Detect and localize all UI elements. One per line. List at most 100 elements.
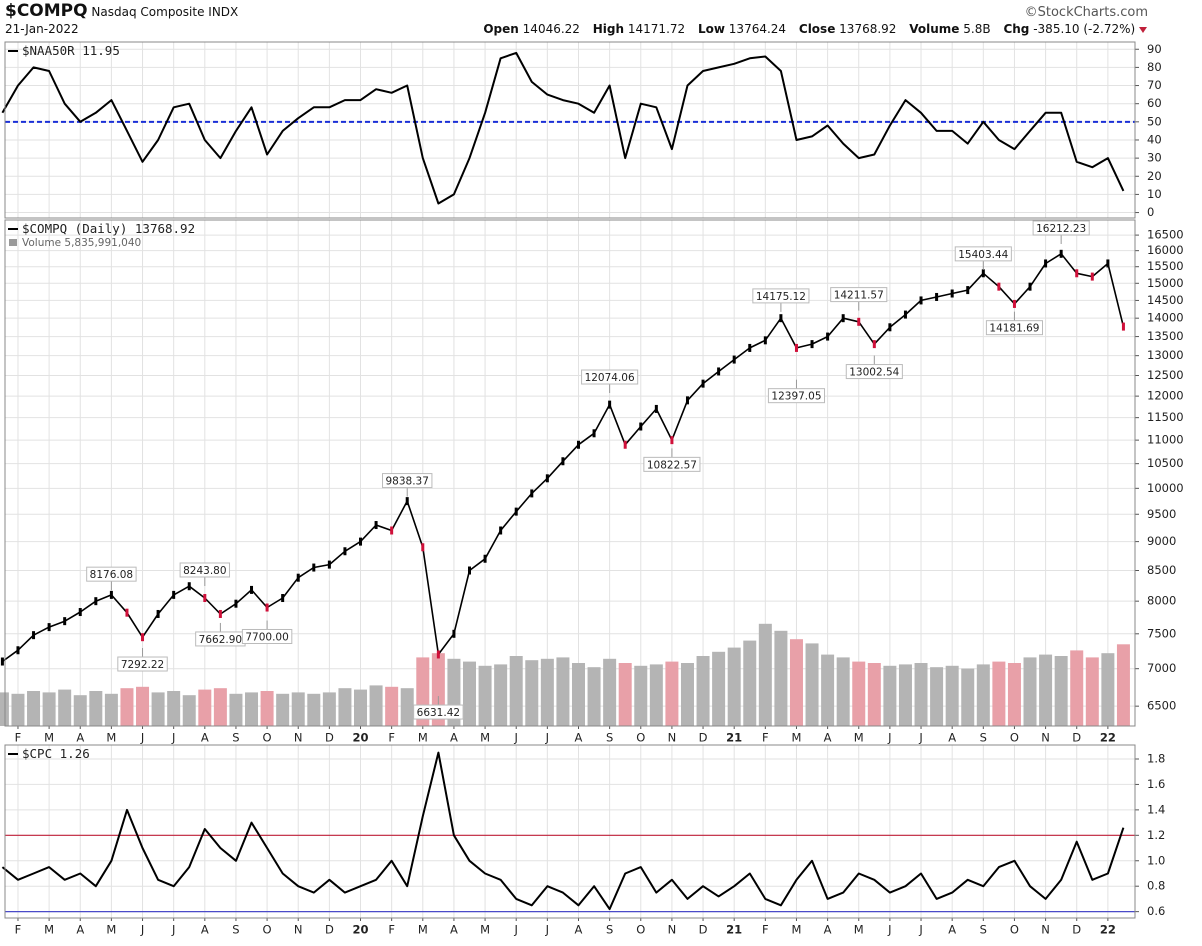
- price-marker: [623, 440, 627, 449]
- x-tick-label: D: [1072, 923, 1081, 937]
- x-tick-label: 22: [1100, 731, 1116, 745]
- price-marker: [156, 609, 160, 618]
- panel-last-value: 11.95: [82, 43, 120, 58]
- annotation-label: 14175.12: [756, 291, 806, 303]
- volume-bar: [338, 688, 352, 726]
- volume-bar: [291, 692, 305, 726]
- x-tick-label: D: [699, 731, 708, 745]
- volume-bar: [198, 689, 212, 726]
- x-tick-label: 20: [353, 731, 369, 745]
- y-tick-label: 1.4: [1147, 802, 1165, 816]
- volume-bar: [805, 643, 819, 726]
- volume-bar: [556, 657, 570, 726]
- x-tick-label: N: [294, 731, 303, 745]
- stat-value: 14171.72: [627, 22, 686, 36]
- panel-background: [5, 745, 1135, 918]
- y-tick-label: 16000: [1147, 243, 1184, 257]
- stat-value: 5.8B: [963, 22, 991, 36]
- price-marker: [234, 599, 238, 608]
- volume-bar: [385, 686, 399, 726]
- price-marker: [359, 537, 363, 546]
- price-marker: [421, 543, 425, 552]
- price-marker: [141, 633, 145, 642]
- x-tick-label: F: [15, 923, 22, 937]
- annotation-label: 13002.54: [849, 367, 899, 379]
- price-marker: [872, 340, 876, 349]
- volume-bar: [229, 693, 243, 726]
- y-tick-label: 30: [1147, 151, 1162, 165]
- x-tick-label: D: [699, 923, 708, 937]
- price-marker: [1059, 249, 1063, 258]
- x-tick-label: A: [575, 923, 583, 937]
- x-tick-label: J: [514, 731, 518, 745]
- panel-title: $COMPQ (Daily): [22, 221, 127, 236]
- price-marker: [1090, 272, 1094, 281]
- x-tick-label: S: [232, 731, 239, 745]
- volume-last: 5,835,991,040: [64, 237, 141, 249]
- x-tick-label: F: [762, 923, 769, 937]
- x-tick-label: 20: [353, 923, 369, 937]
- price-marker: [94, 597, 98, 606]
- x-tick-label: D: [325, 731, 334, 745]
- annotation-box: [413, 704, 464, 720]
- price-marker: [732, 355, 736, 364]
- y-tick-label: 40: [1147, 132, 1162, 146]
- price-marker: [561, 457, 565, 466]
- stat-value: 13768.92: [839, 22, 897, 36]
- x-tick-label: F: [388, 923, 395, 937]
- annotation-box: [117, 656, 168, 672]
- header-row: 21-Jan-2022 Open 14046.22 High 14171.72 …: [5, 22, 1148, 36]
- y-tick-label: 8000: [1147, 594, 1176, 608]
- copyright: ©StockCharts.com: [1024, 5, 1148, 20]
- date: 21-Jan-2022: [5, 22, 79, 36]
- x-tick-label: A: [824, 923, 832, 937]
- panel-title: $NAA50R: [22, 43, 75, 58]
- volume-bar: [213, 688, 227, 726]
- y-tick-label: 50: [1147, 114, 1162, 128]
- symbol: $COMPQ: [5, 1, 88, 21]
- x-tick-label: M: [44, 731, 54, 745]
- price-marker: [826, 332, 830, 341]
- volume-bar: [11, 693, 25, 726]
- y-tick-label: 16500: [1147, 228, 1184, 242]
- volume-bar: [898, 664, 912, 726]
- price-marker: [545, 474, 549, 483]
- x-tick-label: S: [606, 923, 613, 937]
- x-tick-label: M: [106, 731, 116, 745]
- series-line: [1, 51, 1125, 205]
- price-marker: [654, 404, 658, 413]
- stat: Volume 5.8B: [909, 22, 990, 36]
- annotation-label: 6631.42: [417, 707, 460, 719]
- x-tick-label: S: [980, 731, 987, 745]
- y-tick-label: 11000: [1147, 433, 1184, 447]
- volume-bar: [27, 691, 41, 726]
- header: $COMPQ Nasdaq Composite INDX ©StockChart…: [0, 0, 1148, 40]
- y-tick-label: 15000: [1147, 276, 1184, 290]
- panel-title: $CPC: [22, 746, 52, 761]
- volume-bar: [136, 686, 150, 726]
- x-tick-label: J: [514, 923, 518, 937]
- annotation-label: 15403.44: [958, 249, 1008, 261]
- y-tick-label: 0.6: [1147, 904, 1165, 918]
- price-marker: [468, 566, 471, 575]
- volume-bar: [104, 693, 118, 726]
- volume-bar: [930, 667, 944, 726]
- x-tick-label: N: [668, 731, 677, 745]
- y-tick-label: 60: [1147, 96, 1162, 110]
- price-marker: [810, 340, 814, 349]
- panel-last-value: 1.26: [60, 746, 90, 761]
- y-tick-label: 1.8: [1147, 751, 1165, 765]
- volume-bar: [992, 661, 1006, 726]
- volume-bar: [758, 623, 772, 726]
- stats: Open 14046.22 High 14171.72 Low 13764.24…: [474, 22, 1148, 36]
- price-marker: [1012, 299, 1016, 308]
- x-tick-label: J: [918, 731, 922, 745]
- price-marker: [1121, 322, 1125, 331]
- y-tick-label: 80: [1147, 60, 1162, 74]
- price-marker: [47, 623, 51, 632]
- volume-bar: [821, 654, 835, 726]
- annotation-label: 10822.57: [647, 459, 697, 471]
- price-marker: [514, 507, 518, 516]
- x-tick-label: M: [854, 923, 864, 937]
